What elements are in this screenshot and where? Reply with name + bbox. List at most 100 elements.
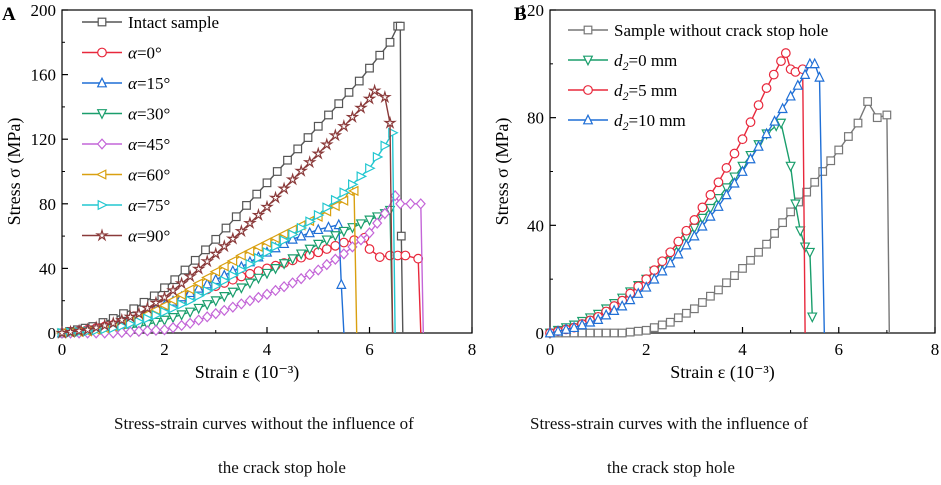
legend-marker <box>95 169 107 180</box>
data-point <box>863 97 873 106</box>
data-point <box>231 212 241 222</box>
data-point <box>632 287 644 298</box>
legend-marker <box>582 113 594 125</box>
data-point <box>287 277 298 289</box>
data-point <box>269 232 280 244</box>
data-point <box>150 324 162 337</box>
data-point <box>395 198 406 210</box>
legend-text: =75° <box>137 196 170 215</box>
legend-text: =90° <box>137 227 170 246</box>
data-point <box>193 282 204 293</box>
legend-var: α <box>128 105 138 124</box>
data-point <box>681 308 691 318</box>
data-point <box>261 288 273 300</box>
data-point <box>166 294 178 306</box>
data-point <box>344 87 354 97</box>
data-point <box>730 271 739 280</box>
data-point <box>354 100 368 114</box>
data-point <box>174 276 189 290</box>
data-point <box>705 203 716 215</box>
data-point <box>337 195 349 206</box>
data-point <box>236 283 247 294</box>
y-tick-label: 80 <box>527 109 544 128</box>
series-line <box>550 99 890 334</box>
data-point <box>251 207 266 221</box>
data-point <box>697 298 707 307</box>
data-point <box>219 291 230 303</box>
legend-text: =10 mm <box>629 111 686 130</box>
data-point <box>753 100 764 111</box>
data-point <box>649 273 660 284</box>
data-point <box>761 83 772 93</box>
data-point <box>106 316 121 330</box>
legend-entry: α=60° <box>128 166 170 185</box>
data-point <box>149 295 163 309</box>
data-point <box>713 200 724 211</box>
data-point <box>673 247 684 259</box>
data-point <box>681 238 692 250</box>
data-point <box>234 224 249 238</box>
data-point <box>785 89 796 101</box>
data-point <box>383 115 397 129</box>
y-tick-label: 120 <box>31 130 57 149</box>
data-point <box>119 309 128 319</box>
data-point <box>633 326 643 336</box>
data-point <box>405 198 416 210</box>
data-point <box>372 217 383 229</box>
data-point <box>794 226 806 237</box>
legend-entry: α=90° <box>128 227 170 246</box>
x-tick-label: 6 <box>835 340 844 359</box>
data-point <box>754 247 763 257</box>
data-point <box>114 312 129 326</box>
data-point <box>133 325 144 338</box>
series-1 <box>544 118 818 340</box>
data-point <box>313 209 325 221</box>
series-2 <box>545 48 808 338</box>
data-point <box>55 325 69 339</box>
data-point <box>721 163 732 173</box>
data-point <box>697 220 708 231</box>
data-point <box>236 298 247 310</box>
data-point <box>243 215 257 230</box>
data-point <box>158 300 169 311</box>
data-point <box>810 177 820 187</box>
data-point <box>129 304 139 314</box>
x-tick-label: 0 <box>58 340 67 359</box>
legend-text: =45° <box>137 135 170 154</box>
legend-marker <box>583 25 593 35</box>
data-point <box>236 264 248 276</box>
data-point <box>746 255 755 265</box>
series-line <box>549 121 813 334</box>
legend-entry: α=0° <box>128 44 162 63</box>
legend-entry: α=75° <box>128 196 170 215</box>
data-point <box>125 326 136 338</box>
data-point <box>283 155 292 165</box>
data-point <box>768 69 779 80</box>
data-point <box>80 322 95 336</box>
data-point <box>159 324 170 336</box>
data-point <box>786 207 796 217</box>
caption-a-line1: Stress-strain curves without the influen… <box>114 414 414 433</box>
panel-label: A <box>2 4 16 25</box>
data-point <box>244 278 256 290</box>
legend-var: d <box>614 81 623 100</box>
data-point <box>333 218 345 230</box>
y-tick-label: 40 <box>527 216 544 235</box>
legend-text: =15° <box>137 74 170 93</box>
caption-b-line1: Stress-strain curves with the influence … <box>530 414 809 433</box>
data-point <box>304 244 315 256</box>
data-point <box>296 272 307 285</box>
data-point <box>770 229 779 238</box>
data-point <box>689 215 700 225</box>
data-point <box>415 198 426 210</box>
x-tick-label: 6 <box>365 340 374 359</box>
data-point <box>202 285 214 297</box>
legend-marker <box>97 17 107 27</box>
data-point <box>217 239 232 253</box>
data-point <box>313 264 324 276</box>
x-tick-label: 4 <box>263 340 272 359</box>
data-point <box>328 128 343 142</box>
data-point <box>262 246 274 258</box>
